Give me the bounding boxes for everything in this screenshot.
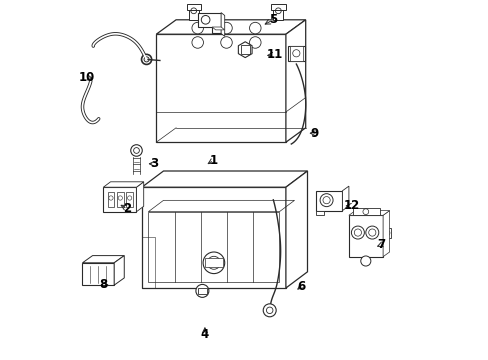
Circle shape [192, 22, 203, 34]
Polygon shape [197, 13, 221, 33]
Text: 12: 12 [343, 199, 359, 212]
Polygon shape [221, 13, 224, 36]
Text: 8: 8 [99, 278, 107, 291]
Polygon shape [285, 20, 305, 142]
Circle shape [141, 54, 151, 64]
Polygon shape [348, 215, 382, 257]
Polygon shape [82, 263, 114, 285]
Circle shape [249, 37, 261, 48]
Circle shape [203, 252, 224, 274]
Polygon shape [103, 182, 143, 187]
Polygon shape [348, 211, 389, 215]
Bar [270, 4, 285, 10]
Circle shape [263, 304, 276, 317]
Bar [382, 228, 390, 238]
Bar [117, 192, 123, 207]
Text: 1: 1 [209, 154, 218, 167]
Bar [107, 192, 114, 207]
Bar [126, 192, 133, 207]
Circle shape [192, 37, 203, 48]
Bar [204, 258, 223, 267]
Bar [188, 8, 199, 20]
Circle shape [365, 226, 378, 239]
Circle shape [118, 196, 122, 200]
Bar [289, 46, 302, 61]
Polygon shape [142, 187, 285, 288]
Bar [287, 46, 305, 61]
Text: 3: 3 [150, 157, 158, 170]
Bar [198, 288, 206, 294]
Polygon shape [342, 186, 348, 211]
Circle shape [207, 256, 220, 269]
Polygon shape [156, 34, 285, 142]
Text: 11: 11 [265, 48, 282, 61]
Polygon shape [142, 171, 307, 187]
Circle shape [249, 22, 261, 34]
Bar [352, 208, 379, 215]
Text: 4: 4 [201, 328, 208, 341]
Bar [186, 4, 201, 10]
Circle shape [320, 194, 332, 207]
Text: 2: 2 [123, 202, 131, 215]
Text: 7: 7 [376, 238, 385, 251]
Circle shape [220, 22, 232, 34]
Text: 6: 6 [297, 280, 305, 293]
Polygon shape [156, 20, 305, 34]
Polygon shape [285, 171, 307, 288]
Polygon shape [238, 42, 251, 58]
Polygon shape [103, 187, 136, 212]
Circle shape [351, 226, 364, 239]
Polygon shape [212, 27, 224, 30]
Polygon shape [82, 256, 124, 263]
Bar [273, 8, 283, 20]
Circle shape [201, 15, 209, 24]
Polygon shape [316, 191, 342, 211]
Polygon shape [382, 211, 389, 257]
Text: 10: 10 [79, 71, 95, 84]
Circle shape [360, 256, 370, 266]
Circle shape [127, 196, 132, 200]
Bar [316, 211, 323, 215]
Circle shape [220, 37, 232, 48]
Circle shape [108, 196, 113, 200]
Text: 9: 9 [310, 127, 318, 140]
Circle shape [130, 145, 142, 156]
Text: 5: 5 [268, 13, 277, 26]
Polygon shape [114, 256, 124, 285]
Circle shape [196, 284, 208, 297]
Polygon shape [136, 182, 143, 212]
